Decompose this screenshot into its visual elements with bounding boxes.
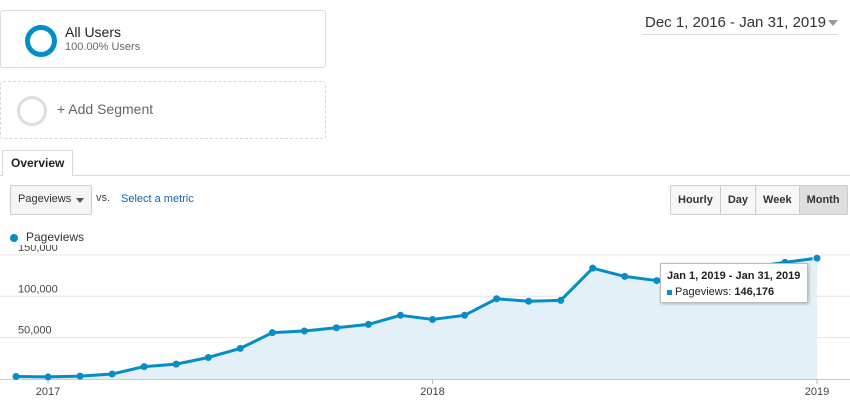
date-range-picker[interactable]: Dec 1, 2016 - Jan 31, 2019: [642, 12, 838, 35]
data-point: [525, 297, 533, 305]
data-point: [396, 311, 404, 319]
granularity-month[interactable]: Month: [799, 186, 847, 214]
data-point: [812, 253, 822, 263]
legend-dot-icon: [10, 234, 18, 242]
x-tick-label: 2018: [420, 386, 444, 398]
data-point: [268, 329, 276, 337]
vs-label: vs.: [96, 192, 111, 204]
select-metric-link[interactable]: Select a metric: [121, 193, 194, 205]
legend-label: Pageviews: [26, 230, 85, 244]
data-point: [12, 373, 20, 381]
data-point: [172, 360, 180, 368]
date-range-text: Dec 1, 2016 - Jan 31, 2019: [645, 14, 826, 31]
y-tick-label: 100,000: [18, 283, 58, 295]
x-tick-label: 2017: [36, 386, 60, 398]
data-point: [493, 295, 501, 303]
data-point: [429, 315, 437, 323]
caret-down-icon: [828, 20, 838, 26]
tab-overview[interactable]: Overview: [2, 150, 74, 177]
caret-down-icon: [76, 198, 84, 203]
chart-tooltip: Jan 1, 2019 - Jan 31, 2019 Pageviews: 14…: [660, 263, 808, 303]
tooltip-metric-value: 146,176: [734, 286, 775, 298]
metric-select[interactable]: Pageviews: [10, 185, 92, 215]
empty-circle-icon: [17, 96, 47, 126]
granularity-week[interactable]: Week: [756, 186, 800, 214]
data-point: [204, 353, 212, 361]
tooltip-title: Jan 1, 2019 - Jan 31, 2019: [667, 270, 801, 282]
segment-circle-icon: [25, 25, 57, 57]
data-point: [76, 372, 84, 380]
metric-select-value: Pageviews: [18, 193, 72, 205]
data-point: [557, 296, 565, 304]
segment-name: All Users: [65, 24, 122, 40]
data-point: [44, 373, 52, 381]
tooltip-metric-label: Pageviews:: [675, 286, 732, 298]
data-point: [108, 370, 116, 378]
granularity-toggle: Hourly Day Week Month: [670, 185, 848, 215]
data-point: [364, 320, 372, 328]
granularity-day[interactable]: Day: [720, 186, 757, 214]
segment-all-users[interactable]: All Users 100.00% Users: [0, 10, 326, 68]
x-tick-label: 2019: [805, 386, 829, 398]
data-point: [621, 272, 629, 280]
data-point: [653, 277, 661, 285]
data-point: [140, 363, 148, 371]
data-point: [236, 344, 244, 352]
granularity-hourly[interactable]: Hourly: [671, 186, 721, 214]
tabs-divider: [0, 175, 850, 176]
tooltip-row: Pageviews: 146,176: [667, 286, 774, 298]
segment-percent: 100.00% Users: [65, 41, 141, 53]
y-tick-label: 150,000: [18, 245, 58, 254]
data-point: [589, 264, 597, 272]
data-point: [300, 327, 308, 335]
y-tick-label: 50,000: [18, 325, 52, 337]
add-segment-button[interactable]: + Add Segment: [0, 81, 326, 139]
series-square-icon: [667, 289, 672, 295]
add-segment-label: + Add Segment: [57, 101, 154, 117]
data-point: [461, 311, 469, 319]
data-point: [332, 324, 340, 332]
